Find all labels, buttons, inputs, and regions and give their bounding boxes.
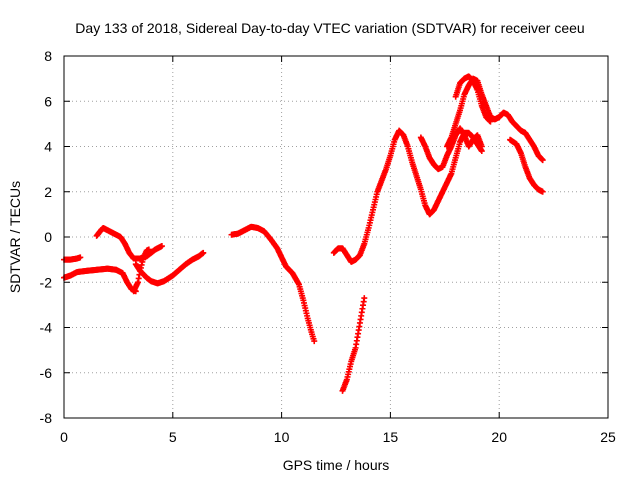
y-tick-label: 6 <box>44 93 52 109</box>
y-axis-label: SDTVAR / TECUs <box>7 181 23 293</box>
x-tick-label: 0 <box>60 429 68 445</box>
data-point <box>539 157 546 164</box>
x-tick-label: 5 <box>169 429 177 445</box>
data-point <box>311 338 318 345</box>
x-tick-label: 25 <box>600 429 616 445</box>
chart-title: Day 133 of 2018, Sidereal Day-to-day VTE… <box>75 20 584 36</box>
y-tick-labels: -8 -6 -4 -2 0 2 4 6 8 <box>40 48 53 426</box>
y-tick-label: 0 <box>44 229 52 245</box>
data-point <box>361 295 368 302</box>
y-tick-label: 2 <box>44 184 52 200</box>
y-tick-label: -8 <box>40 410 53 426</box>
y-tick-label: -2 <box>40 274 53 290</box>
grid-lines <box>64 56 608 418</box>
x-tick-label: 10 <box>274 429 290 445</box>
x-axis-label: GPS time / hours <box>283 457 390 473</box>
x-tick-label: 20 <box>491 429 507 445</box>
data-point <box>158 243 165 250</box>
y-tick-label: -6 <box>40 365 53 381</box>
data-point <box>539 188 546 195</box>
data-point <box>487 118 494 125</box>
data-points <box>61 73 546 394</box>
plot-frame <box>63 55 609 419</box>
x-tick-label: 15 <box>383 429 399 445</box>
y-tick-label: 8 <box>44 48 52 64</box>
data-point <box>478 143 485 150</box>
y-tick-label: -4 <box>40 320 53 336</box>
data-point <box>77 254 84 261</box>
data-point <box>200 249 207 256</box>
x-tick-labels: 0 5 10 15 20 25 <box>60 429 616 445</box>
y-tick-label: 4 <box>44 139 52 155</box>
